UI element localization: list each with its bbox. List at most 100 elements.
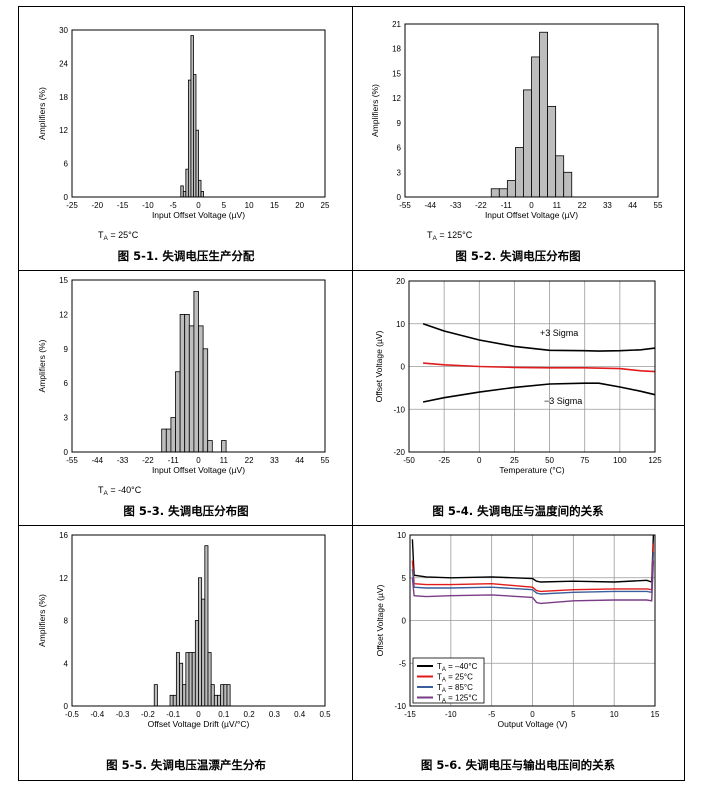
x-tick-label: -11 xyxy=(168,456,180,465)
histogram-bar xyxy=(200,191,204,198)
y-tick-label: 18 xyxy=(392,45,401,54)
histogram-bar xyxy=(179,662,184,707)
histogram-bar xyxy=(161,428,167,453)
x-axis-title: Output Voltage (V) xyxy=(498,719,568,729)
series-line-40-c xyxy=(411,534,655,583)
histogram-bar xyxy=(165,428,172,453)
x-tick-label: -25 xyxy=(438,456,450,465)
y-tick-label: 24 xyxy=(59,59,68,68)
plot-frame xyxy=(71,29,326,198)
histogram-bar xyxy=(188,325,195,453)
y-axis-title: Amplifiers (%) xyxy=(37,87,47,140)
x-tick-label: 75 xyxy=(580,456,589,465)
chart-panel-offset-vs-temperature: -50 -25 0 25 50 75 100 125 -20 -10 0 10 20 Temperatur… xyxy=(374,277,662,475)
x-tick-label: -0.4 xyxy=(90,710,104,719)
temperature-annotation: TA = 25°C xyxy=(98,230,139,242)
series-line-85-c xyxy=(411,552,655,595)
series-line-125-c xyxy=(411,560,655,605)
x-tick-label: 0.4 xyxy=(294,710,306,719)
y-tick-label: -20 xyxy=(393,448,405,457)
histogram-bar xyxy=(207,652,212,707)
x-tick-label: -0.3 xyxy=(116,710,130,719)
x-tick-label: -0.1 xyxy=(166,710,180,719)
y-axis-title: Amplifiers (%) xyxy=(37,339,47,392)
caption-fig-5-3: 图 5-3. 失调电压分布图 xyxy=(123,504,248,518)
x-tick-label: 100 xyxy=(613,456,627,465)
y-axis-title: Amplifiers (%) xyxy=(37,594,47,647)
plot-frame xyxy=(71,279,326,453)
histogram-bar xyxy=(191,652,196,707)
x-tick-label: 0 xyxy=(196,201,201,210)
y-tick-label: 16 xyxy=(59,531,68,540)
x-tick-label: 5 xyxy=(222,201,227,210)
x-tick-label: 22 xyxy=(245,456,254,465)
histogram-bar xyxy=(202,348,209,453)
caption-fig-5-1: 图 5-1. 失调电压生产分配 xyxy=(118,249,255,263)
histogram-bar xyxy=(523,89,532,198)
upper-sigma-label: +3 Sigma xyxy=(540,328,578,338)
x-tick-label: 33 xyxy=(603,201,612,210)
x-tick-label: -22 xyxy=(142,456,154,465)
histogram-bar xyxy=(531,56,540,198)
x-tick-label: 0 xyxy=(196,710,201,719)
x-tick-label: 0.3 xyxy=(269,710,281,719)
histogram-bar xyxy=(204,545,209,707)
y-tick-label: 15 xyxy=(392,69,401,78)
x-tick-label: 15 xyxy=(270,201,279,210)
x-tick-label: 5 xyxy=(571,710,576,719)
lower-sigma-label: −3 Sigma xyxy=(544,396,582,406)
histogram-bar xyxy=(198,577,203,707)
y-tick-label: 18 xyxy=(59,93,68,102)
x-tick-label: -33 xyxy=(450,201,462,210)
y-tick-label: 0 xyxy=(64,193,69,202)
histogram-bar xyxy=(220,684,225,707)
x-tick-label: 44 xyxy=(295,456,304,465)
y-tick-label: 0 xyxy=(401,363,406,372)
y-tick-label: 6 xyxy=(397,144,402,153)
chart-panel-offset-25c: -25 -20 -15 -10 -5 0 5 10 15 20 25 0 6 12 18 24 30 Input … xyxy=(37,26,330,242)
x-tick-label: -15 xyxy=(404,710,416,719)
x-tick-label: -0.5 xyxy=(65,710,79,719)
series-line-3-sigma xyxy=(422,323,656,352)
histogram-bar xyxy=(184,313,190,453)
histogram-bar xyxy=(547,105,557,198)
plot-frame xyxy=(409,534,656,707)
x-tick-label: 50 xyxy=(545,456,554,465)
legend-label: TA = 85°C xyxy=(437,683,473,694)
y-tick-label: 20 xyxy=(396,277,405,286)
y-tick-label: 15 xyxy=(59,276,68,285)
y-tick-label: -10 xyxy=(393,405,405,414)
y-axis-title: Amplifiers (%) xyxy=(370,84,380,137)
x-axis-title: Input Offset Voltage (µV) xyxy=(152,210,245,220)
histogram-bar xyxy=(221,440,227,453)
legend-label: TA = 125°C xyxy=(437,694,478,705)
x-tick-label: 55 xyxy=(654,201,663,210)
x-tick-label: -55 xyxy=(66,456,78,465)
chart-panel-offset-125c: -55 -44 -33 -22 -11 0 11 22 33 44 55 0 3 6 9 12 15 18 21 In… xyxy=(370,20,663,242)
histogram-bar xyxy=(193,291,199,453)
x-tick-label: 0.5 xyxy=(319,710,331,719)
x-tick-label: -5 xyxy=(488,710,496,719)
y-axis-title: Offset Voltage (µV) xyxy=(374,330,384,402)
x-tick-label: -11 xyxy=(501,201,513,210)
series-line-mean xyxy=(423,362,656,373)
caption-fig-5-4: 图 5-4. 失调电压与温度间的关系 xyxy=(432,504,604,518)
chart-panel-offset-minus40c: -55 -44 -33 -22 -11 0 11 22 33 44 55 0 3 6 9 12 15 Input … xyxy=(37,276,330,497)
x-axis-title: Input Offset Voltage (µV) xyxy=(152,465,245,475)
x-tick-label: -50 xyxy=(403,456,415,465)
histogram-bar xyxy=(515,147,524,198)
legend-label: TA = 25°C xyxy=(437,673,473,684)
x-tick-label: 0.2 xyxy=(244,710,256,719)
x-tick-label: 125 xyxy=(648,456,662,465)
y-tick-label: 8 xyxy=(64,617,69,626)
x-tick-label: 25 xyxy=(510,456,519,465)
y-tick-label: 12 xyxy=(59,574,68,583)
temperature-annotation: TA = -40°C xyxy=(98,485,142,497)
y-tick-label: 10 xyxy=(397,531,406,540)
histogram-bar xyxy=(223,684,228,707)
series-line-25-c xyxy=(411,543,655,593)
legend-label: TA = –40°C xyxy=(437,662,478,673)
chart-panel-drift-distribution: -0.5 -0.4 -0.3 -0.2 -0.1 0 0.1 0.2 0.3 0.4 0.5 0 4 8 1… xyxy=(37,531,331,729)
x-tick-label: -10 xyxy=(445,710,457,719)
